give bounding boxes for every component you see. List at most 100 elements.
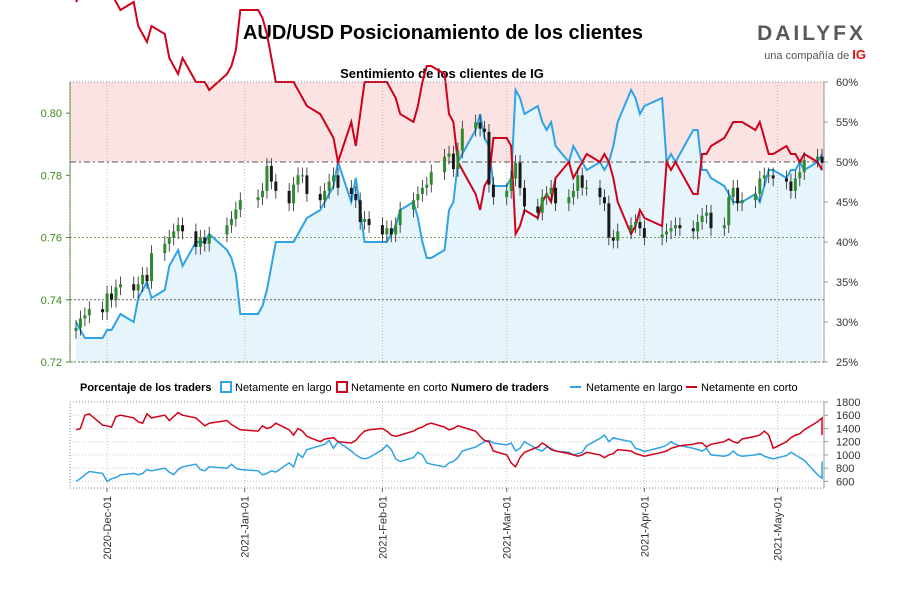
candle (274, 173, 278, 199)
candle (114, 279, 118, 308)
candle (491, 176, 495, 205)
count-tick-label: 1000 (836, 450, 860, 462)
candle (789, 173, 793, 199)
candle (522, 180, 526, 215)
candle-body (105, 293, 109, 313)
candle-body (638, 222, 642, 229)
candle (696, 214, 700, 240)
candle (292, 176, 296, 212)
candle (141, 267, 145, 292)
candle-body (420, 187, 424, 194)
candle (358, 192, 362, 230)
candle (149, 245, 153, 289)
candle-body (602, 197, 606, 204)
candle-body (261, 190, 264, 198)
candle (385, 220, 389, 243)
candle (634, 214, 637, 233)
candle-body (696, 222, 700, 232)
candle-body (554, 187, 558, 204)
candle-body (793, 178, 797, 191)
candle (300, 167, 304, 184)
candle (660, 226, 664, 246)
candle-body (802, 159, 806, 173)
candle (771, 167, 775, 187)
net-long-area (76, 90, 822, 362)
x-tick-label: 2021-Feb-01 (377, 496, 389, 559)
candle-body (172, 231, 176, 238)
candle-body (611, 237, 615, 241)
candle (540, 189, 544, 221)
candle-body (607, 203, 611, 238)
candle-body (460, 128, 464, 151)
candle-body (447, 153, 451, 157)
candle (269, 158, 273, 190)
candle-body (585, 187, 589, 189)
candle (571, 183, 575, 205)
legend-label-short: Netamente en corto (351, 382, 448, 394)
candle-body (358, 200, 362, 222)
left-tick-label: 0.78 (41, 170, 62, 182)
left-tick-label: 0.80 (41, 108, 62, 120)
count-tick-label: 1400 (836, 423, 860, 435)
brand-tagline: una compañía de IG (764, 47, 866, 62)
candle-body (225, 225, 229, 235)
candle (83, 307, 87, 327)
candle-body (731, 187, 735, 198)
candle (487, 124, 491, 193)
candle-body (451, 153, 455, 170)
candle-body (145, 274, 149, 282)
candle (691, 220, 695, 240)
candle (380, 217, 384, 243)
legend: Porcentaje de los traders Netamente en la… (80, 381, 798, 394)
candle (296, 167, 300, 193)
candle (518, 155, 522, 196)
candle-body (736, 187, 740, 204)
candle (753, 186, 757, 208)
candle-body (389, 228, 393, 235)
candle-body (336, 175, 340, 188)
candle (78, 310, 82, 336)
candle-body (598, 187, 602, 198)
candle-body (256, 197, 260, 201)
candle-body (767, 175, 771, 177)
candle (447, 145, 451, 165)
left-tick-label: 0.74 (41, 295, 62, 307)
candle-body (576, 175, 580, 191)
legend-swatch-short-box (336, 381, 348, 393)
candle (332, 167, 336, 190)
candle-body (198, 237, 202, 247)
candle-body (571, 190, 575, 198)
candle (305, 167, 309, 202)
candle-body (367, 218, 371, 226)
count-tick-label: 800 (836, 463, 854, 475)
candle-body (536, 206, 540, 213)
candle-body (296, 175, 300, 185)
candle (638, 214, 642, 236)
candle-body (181, 225, 185, 232)
candle (354, 186, 358, 208)
candle-body (114, 287, 118, 300)
candle-body (722, 225, 726, 229)
count-tick-label: 1800 (836, 397, 860, 409)
legend-title-count: Numero de traders (451, 382, 549, 394)
candle (194, 223, 198, 255)
candle (225, 217, 229, 243)
candle-body (163, 243, 167, 254)
count-tick-label: 1200 (836, 437, 860, 449)
right-tick-label: 45% (836, 197, 858, 209)
candle-body (274, 181, 278, 191)
candle-body (394, 225, 398, 235)
candle (261, 183, 264, 205)
candle-body (300, 175, 304, 177)
candle-body (549, 187, 553, 194)
candle (429, 164, 433, 193)
candle-body (74, 327, 78, 331)
candle-body (194, 231, 198, 247)
legend-title-percentage: Porcentaje de los traders (80, 382, 211, 394)
net-short-line (75, 0, 823, 238)
price-sentiment-panel: 0.72 0.74 0.76 0.78 0.80 25% 30% 35% 40% 45% 50% 55… (41, 0, 858, 369)
candle (580, 167, 584, 196)
candle-body (411, 200, 415, 210)
candle-body (287, 190, 291, 204)
